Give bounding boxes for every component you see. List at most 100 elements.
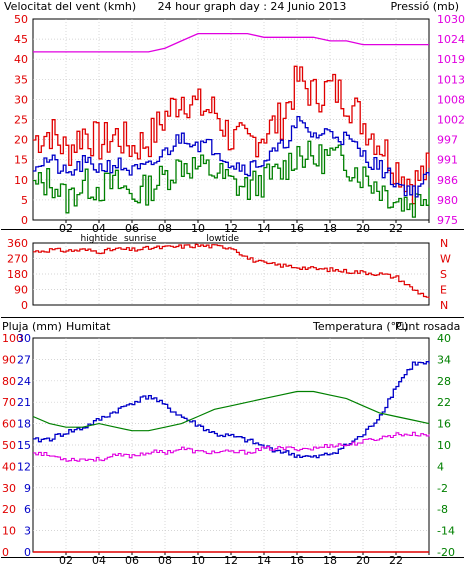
- temperature-tick-label: -14: [437, 525, 455, 538]
- wind-axis-title: Velocitat del vent (kmh): [4, 0, 136, 13]
- humidity-axis-title: Humitat: [66, 320, 111, 333]
- hour-label: 20: [356, 554, 370, 566]
- humidity-series: [33, 361, 430, 459]
- hour-label: 06: [125, 554, 139, 566]
- hour-label: 12: [224, 222, 238, 235]
- wind-tick-label: 20: [14, 134, 28, 147]
- rain-tick-label: 100: [2, 332, 23, 345]
- humidity-tick-label: 12: [17, 460, 31, 473]
- hour-label: 04: [92, 222, 106, 235]
- hour-label: 16: [290, 222, 304, 235]
- pressure-axis-title: Pressió (mb): [390, 0, 459, 13]
- compass-letter: N: [440, 299, 448, 312]
- wind-tick-label: 50: [14, 13, 28, 26]
- humidity-tick-label: 6: [24, 503, 31, 516]
- temperature-tick-label: -2: [437, 482, 448, 495]
- direction-tick-label: 180: [7, 268, 28, 281]
- hour-label: 04: [92, 554, 106, 566]
- pressure-tick-label: 1002: [437, 114, 465, 127]
- temperature-tick-label: 40: [437, 332, 451, 345]
- temperature-tick-label: 4: [437, 460, 444, 473]
- humidity-tick-label: 24: [17, 375, 31, 388]
- wind-tick-label: 45: [14, 33, 28, 46]
- humidity-tick-label: 27: [17, 353, 31, 366]
- hour-label: 16: [290, 554, 304, 566]
- pressure-tick-label: 991: [437, 154, 458, 167]
- pressure-tick-label: 975: [437, 214, 458, 227]
- pressure-tick-label: 1008: [437, 93, 465, 106]
- hour-label: 02: [59, 554, 73, 566]
- pressure-tick-label: 1024: [437, 33, 465, 46]
- direction-tick-label: 270: [7, 253, 28, 266]
- panel-divider: [1, 317, 464, 318]
- hour-label: 06: [125, 222, 139, 235]
- panel-divider: [1, 229, 464, 230]
- event-label-lowtide: lowtide: [206, 234, 239, 244]
- event-label-hightide: hightide: [81, 234, 118, 244]
- hour-label: 22: [389, 222, 403, 235]
- wind-tick-label: 30: [14, 93, 28, 106]
- humidity-tick-label: 9: [24, 482, 31, 495]
- direction-tick-label: 360: [7, 237, 28, 250]
- compass-letter: S: [440, 268, 447, 281]
- wind-tick-label: 35: [14, 73, 28, 86]
- rain-tick-label: 50: [2, 439, 16, 452]
- wind-avg-series: [33, 115, 430, 198]
- rain-axis-title: Pluja (mm): [2, 320, 62, 333]
- rain-tick-label: 40: [2, 460, 16, 473]
- chart-title: 24 hour graph day : 24 Junio 2013: [158, 0, 347, 13]
- wind-tick-label: 15: [14, 154, 28, 167]
- pressure-series: [33, 32, 429, 53]
- pressure-tick-label: 980: [437, 194, 458, 207]
- gust-series: [33, 65, 430, 205]
- rain-tick-label: 90: [2, 353, 16, 366]
- rain-tick-label: 30: [2, 482, 16, 495]
- hour-label: 10: [191, 554, 205, 566]
- temperature-tick-label: 16: [437, 418, 451, 431]
- humidity-tick-label: 0: [24, 546, 31, 559]
- hour-label: 12: [224, 554, 238, 566]
- temperature-tick-label: 10: [437, 439, 451, 452]
- compass-letter: W: [440, 253, 451, 266]
- temperature-axis-title: Temperatura (°C): [312, 320, 408, 333]
- pressure-tick-label: 1013: [437, 73, 465, 86]
- wind-tick-label: 25: [14, 114, 28, 127]
- rain-tick-label: 80: [2, 375, 16, 388]
- hour-label: 22: [389, 554, 403, 566]
- temperature-tick-label: -20: [437, 546, 455, 559]
- direction-tick-label: 90: [14, 284, 28, 297]
- humidity-tick-label: 18: [17, 418, 31, 431]
- rain-tick-label: 0: [2, 546, 9, 559]
- dewpoint-axis-title: Punt rosada: [395, 320, 460, 333]
- hour-label: 02: [59, 222, 73, 235]
- temperature-tick-label: 22: [437, 396, 451, 409]
- humidity-tick-label: 3: [24, 525, 31, 538]
- humidity-tick-label: 21: [17, 396, 31, 409]
- hour-label: 08: [158, 222, 172, 235]
- hour-label: 10: [191, 222, 205, 235]
- humidity-tick-label: 15: [17, 439, 31, 452]
- humidity-tick-label: 30: [17, 332, 31, 345]
- wind-tick-label: 10: [14, 174, 28, 187]
- temperature-tick-label: 28: [437, 375, 451, 388]
- pressure-tick-label: 1019: [437, 53, 465, 66]
- dewpoint-series: [33, 431, 430, 462]
- pressure-tick-label: 986: [437, 174, 458, 187]
- temperature-tick-label: -8: [437, 503, 448, 516]
- pressure-tick-label: 1030: [437, 13, 465, 26]
- rain-tick-label: 70: [2, 396, 16, 409]
- event-label-sunrise: sunrise: [124, 234, 157, 244]
- temperature-tick-label: 34: [437, 353, 451, 366]
- hour-label: 14: [257, 554, 271, 566]
- wind-tick-label: 40: [14, 53, 28, 66]
- wind-tick-label: 0: [21, 214, 28, 227]
- rain-tick-label: 60: [2, 418, 16, 431]
- hour-label: 18: [323, 222, 337, 235]
- hour-label: 14: [257, 222, 271, 235]
- rain-tick-label: 10: [2, 525, 16, 538]
- panel-divider: [1, 557, 464, 558]
- direction-series: [33, 243, 430, 299]
- hour-label: 20: [356, 222, 370, 235]
